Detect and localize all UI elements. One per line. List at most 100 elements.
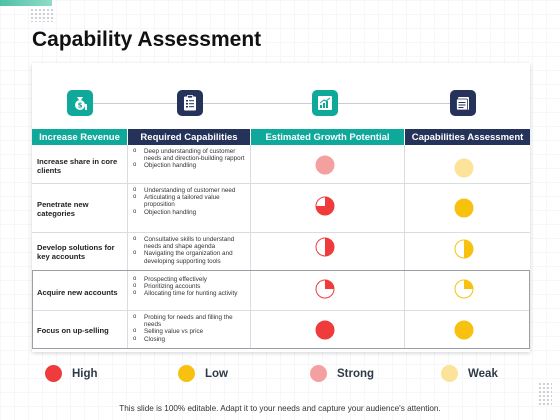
requirement-text: Understanding of customer need — [144, 187, 236, 194]
requirement-text: Prospecting effectively — [144, 276, 207, 283]
requirement-item: o Closing — [133, 336, 249, 343]
requirement-item: o Articulating a tailored value propositi… — [133, 194, 249, 208]
requirements-list: o Prospecting effectively o Prioritizing ac… — [133, 276, 249, 298]
requirement-text: Navigating the organization and developi… — [144, 250, 233, 265]
requirements-list: o Understanding of customer need o Articula… — [133, 187, 249, 216]
growth-rating-circle — [315, 237, 335, 257]
header-required-capabilities: Required Capabilities — [128, 129, 250, 145]
legend-label: High — [72, 367, 98, 380]
growth-chart-icon — [312, 90, 338, 116]
legend-dot — [441, 365, 458, 382]
legend-dot — [45, 365, 62, 382]
requirement-text: Prioritizing accounts — [144, 283, 201, 291]
row-label: Increase share in core clients — [37, 157, 118, 175]
rating-ball-fill — [316, 197, 334, 215]
assessment-rating-circle — [454, 239, 474, 259]
rating-ball-base — [454, 320, 474, 340]
legend-item-high: High — [45, 365, 98, 382]
rating-ball-fill — [464, 280, 473, 289]
row-divider — [32, 183, 530, 184]
footer-note: This slide is 100% editable. Adapt it to… — [119, 404, 441, 413]
row-divider — [32, 310, 530, 311]
requirement-text: Consultative skills to understand needs … — [144, 236, 235, 251]
decorative-top-bar — [0, 0, 52, 6]
requirement-item: o Prioritizing accounts — [133, 283, 249, 290]
requirement-text: Articulating a tailored value propositio… — [144, 194, 220, 209]
bullet-icon: o — [133, 148, 137, 154]
bullet-icon: o — [133, 276, 137, 282]
bullet-icon: o — [133, 162, 137, 169]
bullet-icon: o — [133, 328, 137, 335]
bullet-icon: o — [133, 314, 137, 320]
requirements-list: o Probing for needs and filling the needs… — [133, 314, 249, 343]
growth-rating-circle — [315, 320, 335, 340]
bullet-icon: o — [133, 250, 137, 257]
legend-dot — [310, 365, 327, 382]
requirement-text: Probing for needs and filling the needs — [144, 314, 233, 329]
requirement-item: o Allocating time for hunting activity — [133, 290, 249, 297]
requirement-text: Closing — [144, 335, 165, 343]
requirement-item: o Objection handling — [133, 209, 249, 216]
highlighted-rows-box — [32, 270, 530, 349]
bullet-icon: o — [133, 335, 137, 342]
bullet-icon: o — [133, 236, 137, 242]
column-divider — [404, 145, 405, 349]
legend-label: Strong — [337, 367, 375, 380]
requirement-item: o Understanding of customer need — [133, 187, 249, 194]
row-divider — [32, 232, 530, 233]
assessment-rating-circle — [454, 158, 474, 178]
rating-ball-base — [454, 198, 474, 218]
assessment-rating-circle — [454, 320, 474, 340]
rating-ball-base — [454, 158, 474, 178]
svg-text:$: $ — [78, 102, 83, 110]
requirement-text: Deep understanding of customer needs and… — [144, 148, 245, 163]
requirement-item: o Deep understanding of customer needs an… — [133, 148, 249, 162]
rating-ball-base — [315, 320, 335, 340]
clipboard-list-icon — [177, 90, 203, 116]
rating-ball-fill — [325, 280, 334, 289]
money-bag-icon: $ — [67, 90, 93, 116]
decorative-dots-top — [30, 8, 54, 22]
bullet-icon: o — [133, 283, 137, 290]
column-divider — [250, 145, 251, 349]
requirement-text: Objection handling — [144, 208, 197, 216]
header-capabilities-assessment: Capabilities Assessment — [405, 129, 530, 145]
requirement-item: o Navigating the organization and develop… — [133, 250, 249, 264]
requirement-item: o Objection handling — [133, 162, 249, 169]
legend-label: Weak — [468, 367, 498, 380]
content-card — [32, 63, 530, 352]
growth-rating-circle — [315, 155, 335, 175]
row-label: Penetrate new categories — [37, 200, 89, 218]
requirement-item: o Consultative skills to understand needs… — [133, 236, 249, 250]
requirement-item: o Selling value vs price — [133, 328, 249, 335]
bullet-icon: o — [133, 208, 137, 215]
assessment-rating-circle — [454, 279, 474, 299]
requirement-text: Objection handling — [144, 162, 197, 170]
rating-ball-fill — [464, 240, 473, 258]
legend-item-weak: Weak — [441, 365, 498, 382]
requirement-text: Allocating time for hunting activity — [144, 290, 238, 298]
assessment-rating-circle — [454, 198, 474, 218]
page-title: Capability Assessment — [32, 28, 262, 51]
bullet-icon: o — [133, 187, 137, 193]
growth-rating-circle — [315, 196, 335, 216]
header-growth-potential: Estimated Growth Potential — [251, 129, 404, 145]
header-increase-revenue: Increase Revenue — [32, 129, 127, 145]
legend-label: Low — [205, 367, 228, 380]
decorative-dots-bottom — [538, 382, 552, 406]
row-label: Develop solutions for key accounts — [37, 243, 115, 261]
rating-ball-fill — [325, 238, 334, 256]
row-label: Focus on up-selling — [37, 326, 109, 335]
legend-dot — [178, 365, 195, 382]
row-label: Acquire new accounts — [37, 288, 118, 297]
timeline-line — [80, 103, 465, 104]
legend-item-low: Low — [178, 365, 228, 382]
requirements-list: o Consultative skills to understand needs… — [133, 236, 249, 265]
legend-item-strong: Strong — [310, 365, 374, 382]
requirements-list: o Deep understanding of customer needs an… — [133, 148, 249, 170]
column-divider — [127, 145, 128, 349]
requirement-item: o Probing for needs and filling the needs — [133, 314, 249, 328]
requirement-text: Selling value vs price — [144, 328, 204, 336]
rating-ball-base — [315, 155, 335, 175]
bullet-icon: o — [133, 290, 137, 297]
